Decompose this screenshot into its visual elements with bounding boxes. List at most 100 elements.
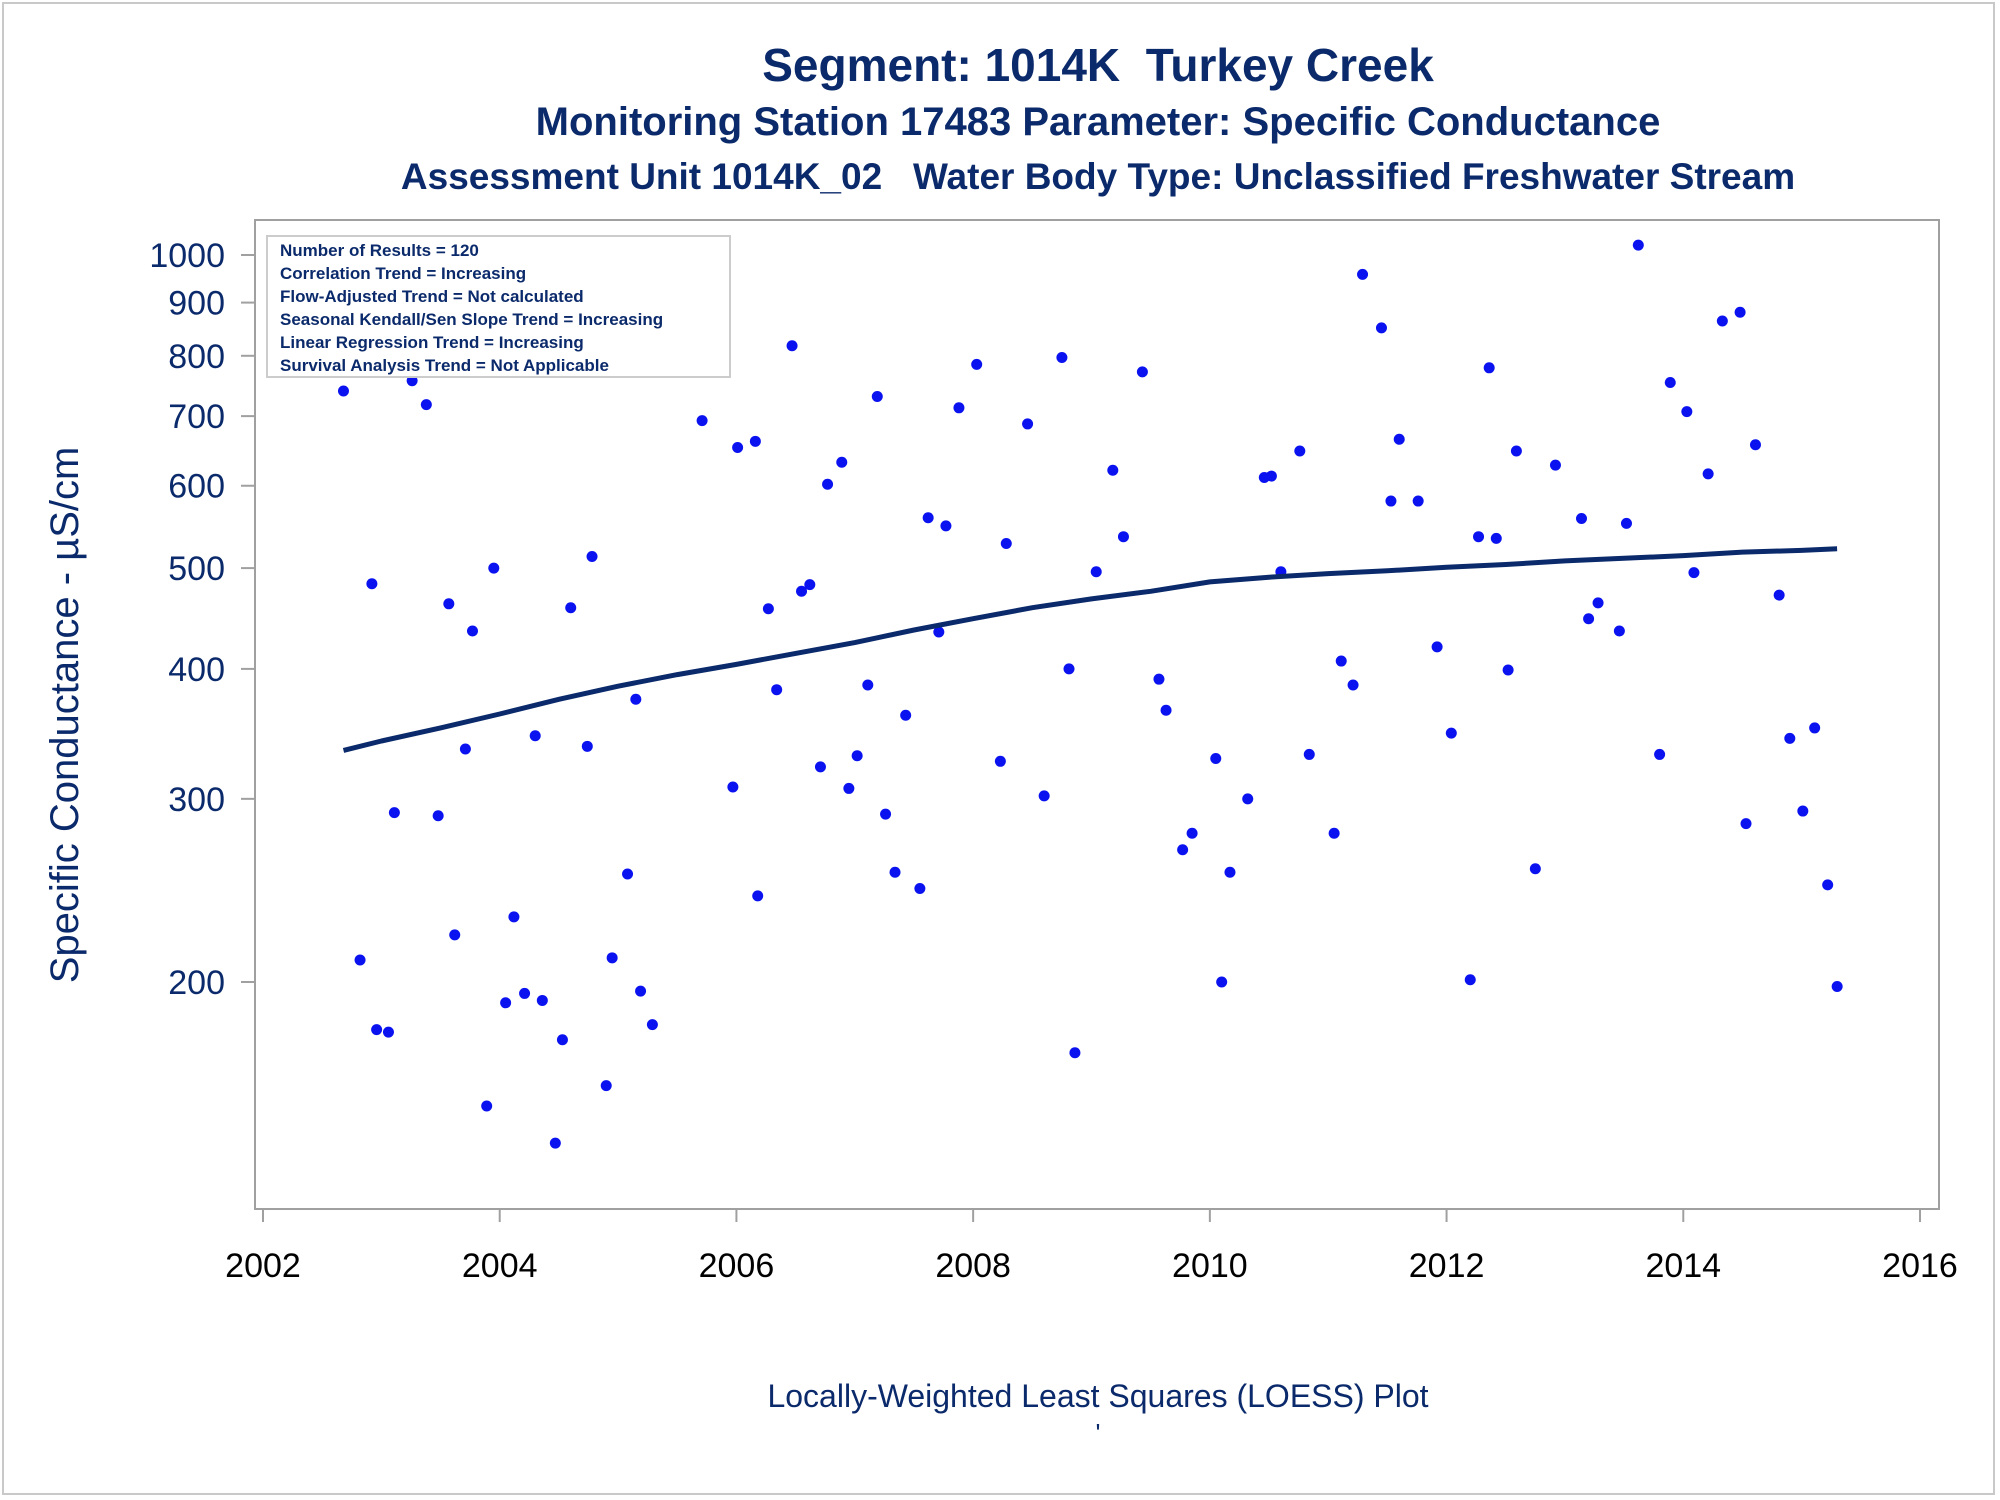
data-point xyxy=(1749,439,1761,451)
x-tick-label: 2002 xyxy=(225,1247,301,1285)
data-point xyxy=(1160,704,1172,716)
data-point xyxy=(1090,566,1102,578)
data-point xyxy=(646,1019,658,1031)
data-point xyxy=(1357,268,1369,280)
data-point xyxy=(1216,976,1228,988)
data-point xyxy=(971,358,983,370)
data-point xyxy=(1716,315,1728,327)
data-point xyxy=(466,625,478,637)
data-point xyxy=(1265,470,1277,482)
data-point xyxy=(1153,673,1165,685)
data-point xyxy=(762,603,774,615)
data-point xyxy=(771,684,783,696)
x-tick-label: 2008 xyxy=(935,1247,1011,1285)
data-point xyxy=(922,512,934,524)
data-point xyxy=(1328,827,1340,839)
plot-area xyxy=(254,219,1940,1210)
y-axis-label: Specific Conductance - µS/cm xyxy=(43,447,87,984)
y-tick-label: 300 xyxy=(168,781,225,819)
y-tick-label: 200 xyxy=(168,964,225,1002)
y-tick-label: 500 xyxy=(168,550,225,588)
data-point xyxy=(432,810,444,822)
data-point xyxy=(606,952,618,964)
data-point xyxy=(1069,1047,1081,1059)
data-point xyxy=(420,399,432,411)
data-point xyxy=(862,679,874,691)
data-point xyxy=(1242,793,1254,805)
data-point xyxy=(1583,613,1595,625)
data-point xyxy=(1502,664,1514,676)
data-point xyxy=(994,755,1006,767)
data-point xyxy=(1809,722,1821,734)
data-point xyxy=(1210,753,1222,765)
data-point xyxy=(1784,732,1796,744)
data-point xyxy=(565,602,577,614)
data-point xyxy=(836,456,848,468)
data-point xyxy=(1186,827,1198,839)
data-point xyxy=(600,1080,612,1092)
data-point xyxy=(1445,727,1457,739)
data-point xyxy=(1107,464,1119,476)
data-point xyxy=(1335,655,1347,667)
data-point xyxy=(1022,418,1034,430)
y-axis: 200 300 400 500 600 700 800 900 1000 xyxy=(149,237,255,1002)
chart-title: Segment: 1014K Turkey Creek xyxy=(762,39,1434,91)
data-point xyxy=(1620,517,1632,529)
data-point xyxy=(1385,495,1397,507)
loess-line xyxy=(342,546,1838,753)
stats-box: Number of Results = 120 Correlation Trend… xyxy=(266,235,731,378)
data-point xyxy=(1654,748,1666,760)
data-point xyxy=(1347,679,1359,691)
data-point xyxy=(814,761,826,773)
data-point xyxy=(900,709,912,721)
data-point xyxy=(556,1034,568,1046)
data-point xyxy=(449,929,461,941)
data-point xyxy=(1375,322,1387,334)
data-point xyxy=(871,391,883,403)
data-point xyxy=(1412,495,1424,507)
data-point xyxy=(519,987,531,999)
data-point xyxy=(727,781,739,793)
data-point xyxy=(1688,567,1700,579)
data-point xyxy=(536,994,548,1006)
chart-subtitle-2: Assessment Unit 1014K_02 Water Body Type… xyxy=(400,156,1796,197)
stats-line: Linear Regression Trend = Increasing xyxy=(280,333,584,352)
data-point xyxy=(630,693,642,705)
x-tick-label: 2004 xyxy=(462,1247,538,1285)
y-tick-label: 900 xyxy=(168,285,225,323)
x-tick-label: 2014 xyxy=(1645,1247,1721,1285)
data-point xyxy=(622,868,634,880)
data-point xyxy=(1473,531,1485,543)
data-point xyxy=(586,551,598,563)
data-point xyxy=(804,579,816,591)
data-point xyxy=(1063,663,1075,675)
y-tick-label: 400 xyxy=(168,651,225,689)
data-point xyxy=(481,1100,493,1112)
stats-line: Flow-Adjusted Trend = Not calculated xyxy=(280,287,584,306)
data-point xyxy=(1613,625,1625,637)
data-point xyxy=(406,375,418,387)
data-point xyxy=(1224,866,1236,878)
data-point xyxy=(1632,239,1644,251)
y-tick-label: 700 xyxy=(168,398,225,436)
data-point xyxy=(1490,532,1502,544)
x-tick-label: 2010 xyxy=(1172,1247,1248,1285)
data-point xyxy=(1056,351,1068,363)
data-point xyxy=(1483,362,1495,374)
data-point xyxy=(366,578,378,590)
data-point xyxy=(1038,790,1050,802)
data-point xyxy=(1393,433,1405,445)
data-point xyxy=(1464,974,1476,986)
data-point xyxy=(749,435,761,447)
data-point xyxy=(1740,818,1752,830)
data-point xyxy=(796,585,808,597)
data-point xyxy=(371,1024,383,1036)
data-point xyxy=(443,598,455,610)
data-point xyxy=(500,997,512,1009)
data-point xyxy=(1575,513,1587,525)
data-point xyxy=(822,478,834,490)
data-point xyxy=(933,626,945,638)
data-point xyxy=(914,882,926,894)
